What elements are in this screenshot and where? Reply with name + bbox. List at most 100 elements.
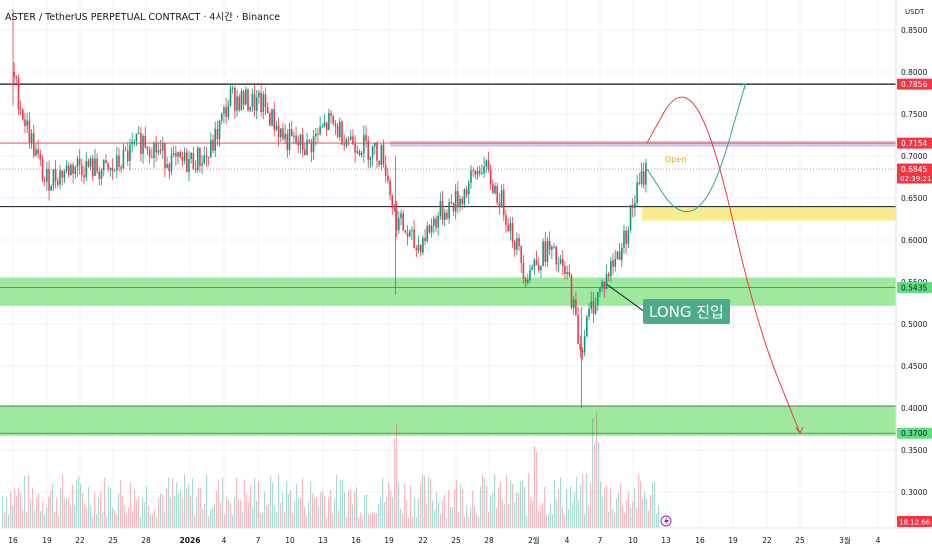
candle-body <box>330 113 332 116</box>
volume-bar <box>354 491 356 528</box>
volume-bar <box>504 503 506 528</box>
candle-body <box>67 165 70 176</box>
volume-bar <box>544 487 546 528</box>
volume-bar <box>572 502 574 528</box>
volume-bar <box>424 476 426 528</box>
volume-bar <box>322 491 324 528</box>
volume-bar <box>584 513 586 528</box>
volume-bar <box>492 491 494 528</box>
volume-bar <box>484 478 486 528</box>
candle-body <box>266 107 269 113</box>
volume-bar <box>250 485 252 528</box>
volume-bar <box>146 485 148 528</box>
volume-bar <box>74 505 76 528</box>
candle-body <box>50 185 53 191</box>
volume-bar <box>274 505 276 528</box>
volume-bar <box>340 480 342 528</box>
candle-body <box>140 132 142 154</box>
volume-bar <box>622 504 624 528</box>
volume-bar <box>490 495 492 528</box>
long-entry-label[interactable]: LONG 진입 <box>643 299 730 324</box>
volume-bar <box>134 489 136 528</box>
volume-bar <box>450 507 452 528</box>
candle-body <box>109 167 112 170</box>
volume-bar <box>328 497 330 528</box>
candle-body <box>461 198 464 205</box>
volume-bar <box>396 424 398 528</box>
volume-badge-label: 18.12.66 <box>899 519 931 527</box>
volume-bar <box>226 496 228 528</box>
candle-body <box>474 170 477 175</box>
candle-body <box>203 155 206 164</box>
volume-bar <box>98 497 100 528</box>
price-tick-label: 0.8500 <box>901 26 927 35</box>
volume-bar <box>414 498 416 528</box>
candle-body <box>205 155 208 157</box>
volume-bar <box>594 443 596 528</box>
volume-bar <box>26 512 28 528</box>
candle-body <box>400 213 402 219</box>
volume-bar <box>66 498 68 528</box>
candle-body <box>43 180 46 182</box>
volume-bar <box>264 491 266 528</box>
volume-bar <box>360 512 362 528</box>
candle-body <box>564 266 566 275</box>
volume-bar <box>194 515 196 528</box>
volume-bar <box>606 485 608 528</box>
candle-body <box>339 121 341 137</box>
volume-bar <box>304 506 306 528</box>
volume-bar <box>350 489 352 528</box>
time-tick-label: 3월 <box>839 535 851 545</box>
volume-bar <box>624 512 626 528</box>
volume-bar <box>290 490 292 528</box>
candle-body <box>78 158 81 166</box>
volume-bar <box>338 510 340 528</box>
candle-body <box>459 198 461 208</box>
candle-body <box>100 170 103 179</box>
candle-body <box>498 202 501 208</box>
volume-bar <box>516 492 518 528</box>
candle-body <box>417 244 420 251</box>
volume-bar <box>22 510 24 528</box>
time-tick-label: 16 <box>8 536 18 545</box>
candle-body <box>592 301 595 314</box>
volume-bar <box>436 492 438 528</box>
candle-body <box>253 93 256 111</box>
volume-bar <box>316 496 318 528</box>
candle-body <box>618 251 621 260</box>
candle-body <box>137 132 140 134</box>
candle-body <box>645 163 647 185</box>
volume-bar <box>456 480 458 528</box>
long-entry-pointer <box>606 284 646 313</box>
volume-bar <box>212 507 214 528</box>
candle-body <box>185 152 188 173</box>
price-tick-label: 0.3500 <box>901 446 927 455</box>
volume-bar <box>130 482 132 528</box>
volume-bar <box>174 495 176 528</box>
candle-body <box>642 171 645 185</box>
candle-body <box>35 149 37 156</box>
price-badge-label: 0.6845 <box>901 165 927 174</box>
candle-body <box>199 147 201 166</box>
candle-body <box>229 88 232 106</box>
volume-bar <box>132 510 134 528</box>
volume-bar <box>190 495 192 528</box>
volume-bar <box>488 512 490 528</box>
candle-body <box>590 301 592 309</box>
candle-body <box>314 133 317 137</box>
candle-body <box>273 109 276 130</box>
candle-body <box>553 246 555 248</box>
volume-bar <box>140 517 142 528</box>
volume-bar <box>324 495 326 528</box>
candle-body <box>175 153 177 157</box>
candle-body <box>304 149 306 156</box>
candle-body <box>242 91 245 105</box>
volume-bar <box>100 491 102 528</box>
candle-body <box>551 246 553 250</box>
candle-body <box>105 160 107 164</box>
candle-body <box>610 260 612 277</box>
volume-bar <box>380 497 382 528</box>
volume-bar <box>410 485 412 528</box>
candle-body <box>570 275 573 308</box>
